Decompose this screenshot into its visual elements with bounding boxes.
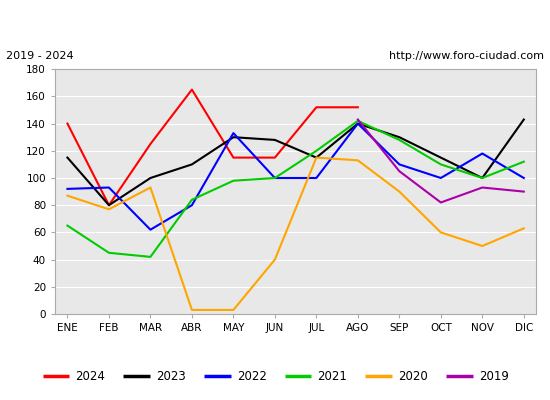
- Text: 2019: 2019: [479, 370, 509, 382]
- Text: 2022: 2022: [237, 370, 267, 382]
- Text: 2023: 2023: [156, 370, 186, 382]
- Text: 2019 - 2024: 2019 - 2024: [6, 51, 73, 61]
- Text: 2021: 2021: [317, 370, 348, 382]
- Text: 2020: 2020: [398, 370, 428, 382]
- Text: 2024: 2024: [75, 370, 106, 382]
- Text: http://www.foro-ciudad.com: http://www.foro-ciudad.com: [389, 51, 544, 61]
- Text: Evolucion Nº Turistas Extranjeros en el municipio de Baños de la Encina: Evolucion Nº Turistas Extranjeros en el …: [36, 14, 514, 28]
